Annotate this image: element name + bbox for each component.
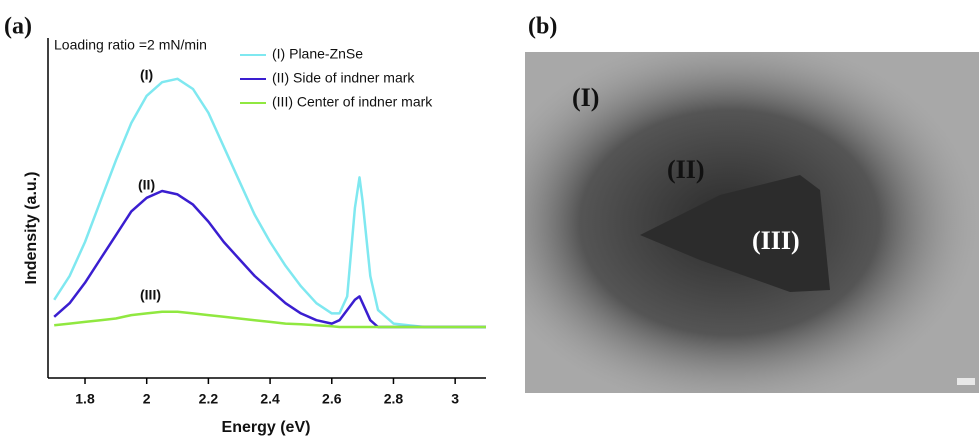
micrograph xyxy=(525,52,979,393)
dark-region xyxy=(640,175,830,292)
x-tick-label: 2.4 xyxy=(260,391,280,407)
annotation: (II) xyxy=(138,177,155,193)
x-tick-label: 2.8 xyxy=(384,391,404,407)
legend-label: (II) Side of indner mark xyxy=(272,70,415,86)
x-tick-label: 2.6 xyxy=(322,391,342,407)
data-line xyxy=(53,77,486,329)
x-axis-label: Energy (eV) xyxy=(222,419,311,436)
x-tick-label: 1.8 xyxy=(75,391,95,407)
data-line xyxy=(54,310,486,329)
x-tick-label: 2 xyxy=(143,391,151,407)
panel-label: (b) xyxy=(528,14,557,40)
region-label: (II) xyxy=(667,155,705,184)
data-line xyxy=(53,189,486,329)
scale-bar xyxy=(957,378,975,385)
legend-label: (I) Plane-ZnSe xyxy=(272,46,363,62)
x-tick-label: 2.2 xyxy=(199,391,219,407)
region-label: (III) xyxy=(752,226,800,255)
subtitle: Loading ratio =2 mN/min xyxy=(54,37,207,53)
x-tick-label: 3 xyxy=(451,391,459,407)
annotation: (I) xyxy=(140,67,153,83)
panel-label: (a) xyxy=(4,14,32,40)
annotation: (III) xyxy=(140,287,161,303)
legend-label: (III) Center of indner mark xyxy=(272,94,433,110)
y-axis-label: Indensity (a.u.) xyxy=(23,172,40,285)
region-label: (I) xyxy=(572,83,599,112)
